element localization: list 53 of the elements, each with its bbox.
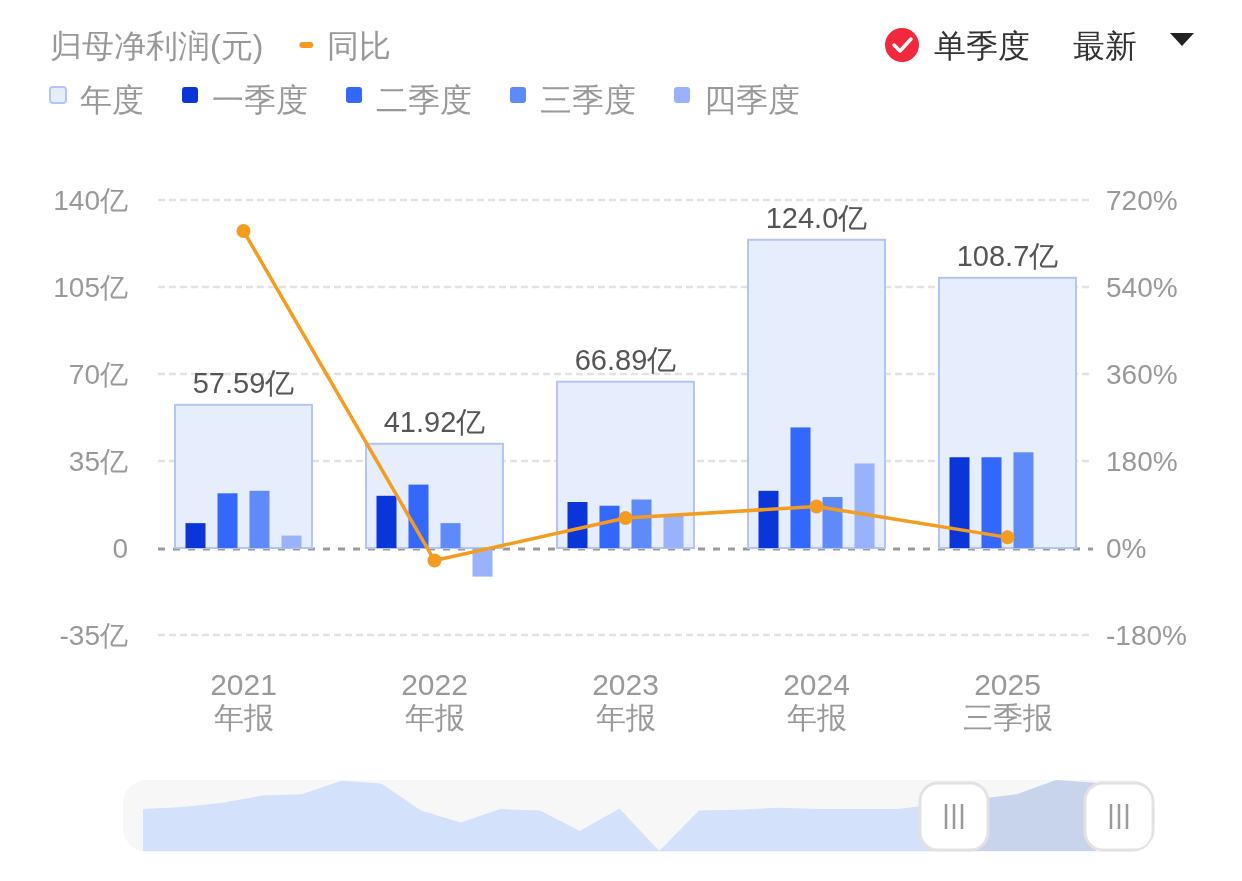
data-label: 57.59亿 — [192, 366, 295, 399]
legend-label: 同比 — [327, 28, 392, 64]
bar — [758, 490, 779, 548]
point — [618, 511, 633, 526]
point — [236, 223, 251, 238]
y-tick-label: 140亿 — [53, 185, 128, 216]
y2-tick-label: 180% — [1106, 446, 1178, 477]
y-tick-label: 35亿 — [68, 446, 128, 477]
legend-label: 四季度 — [704, 82, 800, 118]
bar — [981, 457, 1002, 548]
y2-tick-label: 720% — [1106, 185, 1178, 216]
legend-label: 一季度 — [212, 82, 308, 118]
data-label: 124.0亿 — [765, 201, 868, 234]
point — [427, 553, 442, 568]
y2-tick-label: 540% — [1106, 272, 1178, 303]
bar — [249, 490, 270, 548]
bar — [631, 499, 652, 548]
x-tick-label: 2022 年报 — [401, 668, 468, 734]
data-label: 108.7亿 — [956, 239, 1059, 272]
y2-tick-label: -180% — [1106, 620, 1187, 651]
bar — [281, 535, 302, 548]
bar — [185, 523, 206, 548]
y2-tick-label: 360% — [1106, 359, 1178, 390]
point — [1000, 530, 1015, 545]
legend-label: 二季度 — [376, 82, 472, 118]
text: 最新 — [1073, 28, 1137, 64]
x-tick-label: 2021 年报 — [210, 668, 277, 734]
x-tick-label: 2024 年报 — [783, 668, 850, 734]
bar — [949, 457, 970, 548]
data-label: 66.89亿 — [574, 343, 677, 376]
y-tick-label: 70亿 — [68, 359, 128, 390]
bar — [567, 502, 588, 548]
point — [809, 499, 824, 514]
legend-label: 三季度 — [540, 82, 636, 118]
y-tick-label: -35亿 — [59, 620, 128, 651]
bar — [663, 515, 684, 548]
y-tick-label: 105亿 — [53, 272, 128, 303]
x-tick-label: 2025 三季报 — [962, 668, 1053, 734]
data-label: 41.92亿 — [383, 405, 486, 438]
bar — [854, 463, 875, 548]
bar — [217, 493, 238, 548]
y2-tick-label: 0% — [1106, 533, 1147, 564]
x-tick-label: 2023 年报 — [592, 668, 659, 734]
y-tick-label: 0 — [112, 533, 128, 564]
bar — [790, 427, 811, 548]
legend-label: 年度 — [80, 82, 144, 118]
chart-title: 归母净利润(元) — [50, 28, 264, 64]
bar — [599, 505, 620, 548]
bar — [440, 523, 461, 548]
bar — [376, 495, 397, 548]
bar — [822, 497, 843, 548]
text: 单季度 — [934, 28, 1030, 64]
bar — [1013, 452, 1034, 548]
